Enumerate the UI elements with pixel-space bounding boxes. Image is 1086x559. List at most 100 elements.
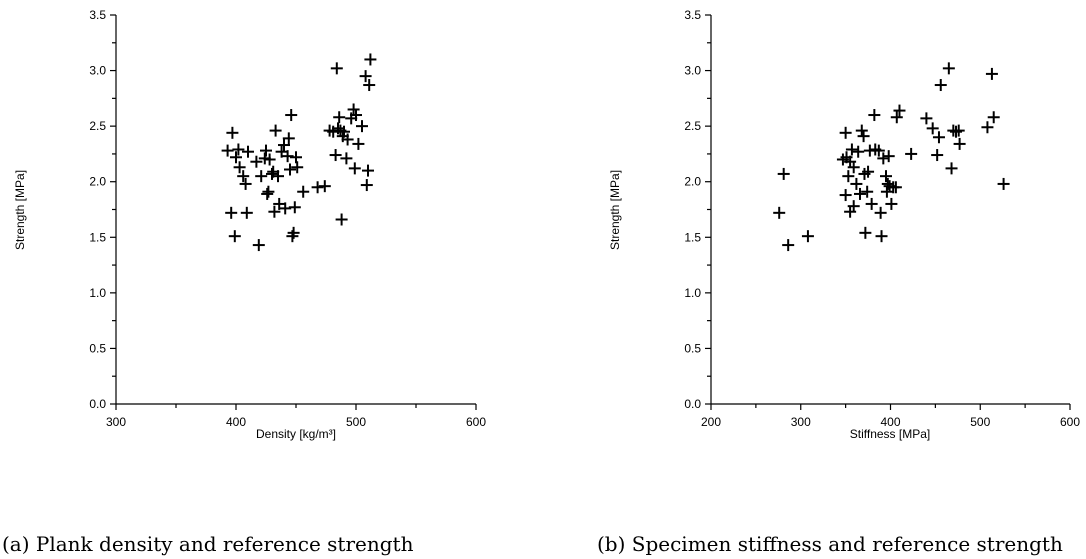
data-point [263, 153, 276, 166]
x-tick-label: 300 [106, 415, 126, 429]
data-point [845, 143, 858, 156]
data-point [363, 79, 376, 92]
data-point [889, 181, 902, 194]
data-point [240, 206, 253, 219]
data-point [278, 139, 290, 152]
y-tick-label: 0.0 [89, 397, 106, 411]
y-tick-label: 2.0 [89, 175, 106, 189]
x-tick-label: 600 [466, 415, 486, 429]
data-point [261, 187, 274, 200]
data-point [279, 202, 292, 215]
data-point [875, 230, 888, 243]
data-point [297, 185, 310, 198]
data-point [877, 152, 890, 165]
y-tick-label: 3.5 [89, 8, 106, 22]
data-point [311, 181, 324, 194]
data-point [232, 143, 245, 156]
data-point [290, 151, 302, 164]
data-point [932, 131, 945, 144]
ticks: 200 300 400 500 600 0.0 0.5 1.0 1.5 2.0 2.5 3.0 3.5 [684, 8, 1080, 429]
data-point [356, 120, 368, 133]
data-point [347, 103, 360, 116]
data-point [853, 187, 866, 200]
data-point [318, 180, 331, 193]
y-tick-label: 1.5 [684, 230, 701, 244]
data-point [861, 185, 874, 198]
data-point [272, 170, 284, 183]
data-point [360, 179, 373, 192]
data-point [934, 79, 947, 92]
data-point [362, 164, 374, 177]
data-point [341, 133, 354, 146]
markers [221, 53, 377, 252]
data-point [859, 226, 872, 239]
data-point [857, 130, 870, 143]
data-point [288, 201, 301, 214]
data-point [926, 122, 939, 135]
data-point [985, 67, 998, 80]
x-axis-title: Density [kg/m³] [256, 427, 336, 441]
y-tick-label: 3.5 [684, 8, 701, 22]
data-point [221, 144, 234, 157]
data-point [953, 137, 966, 150]
data-point [329, 149, 342, 162]
y-tick-label: 3.0 [89, 64, 106, 78]
data-point [239, 177, 252, 190]
data-point [874, 206, 887, 219]
caption-b: (b) Specimen stiffness and reference str… [597, 532, 1063, 556]
data-point [268, 205, 281, 218]
data-point [287, 226, 300, 239]
data-point [773, 206, 786, 219]
data-point [348, 162, 361, 175]
data-point [352, 137, 365, 150]
data-point [862, 165, 875, 178]
data-point [330, 62, 343, 75]
data-point [225, 206, 238, 219]
y-tick-label: 2.0 [684, 175, 701, 189]
x-tick-label: 600 [1060, 415, 1080, 429]
data-point [839, 189, 852, 202]
data-point [847, 161, 860, 174]
x-tick-label: 500 [346, 415, 366, 429]
data-point [842, 170, 855, 183]
x-tick-label: 300 [791, 415, 811, 429]
data-point [882, 150, 895, 163]
data-point [950, 125, 963, 138]
data-point [801, 230, 814, 243]
y-tick-label: 1.0 [684, 286, 701, 300]
data-point [880, 170, 893, 183]
caption-a: (a) Plank density and reference strength [2, 532, 414, 556]
plot-density-vs-strength: 300 400 500 600 0.0 0.5 1.0 1.5 2.0 2.5 3.0 3.5 Den… [2, 8, 486, 556]
data-point [233, 161, 246, 174]
data-point [266, 167, 278, 180]
markers [773, 62, 1010, 252]
y-tick-label: 0.0 [684, 397, 701, 411]
data-point [782, 239, 795, 252]
x-tick-label: 400 [880, 415, 900, 429]
y-axis-title: Strength [MPa] [13, 170, 27, 250]
data-point [285, 109, 298, 122]
data-point [855, 124, 868, 137]
data-point [942, 62, 955, 75]
data-point [230, 151, 242, 164]
ticks: 300 400 500 600 0.0 0.5 1.0 1.5 2.0 2.5 3.0 3.5 [89, 8, 486, 429]
data-point [291, 161, 304, 174]
data-point [335, 213, 348, 226]
data-point [997, 177, 1010, 190]
y-tick-label: 2.5 [684, 119, 701, 133]
data-point [281, 150, 294, 163]
data-point [282, 132, 295, 145]
data-point [865, 197, 878, 210]
data-point [931, 149, 944, 162]
data-point [242, 145, 254, 158]
data-point [250, 155, 263, 168]
data-point [868, 109, 881, 122]
x-tick-label: 500 [970, 415, 990, 429]
data-point [920, 112, 933, 125]
data-point [987, 111, 1000, 124]
data-point [850, 177, 863, 190]
y-tick-label: 0.5 [684, 341, 701, 355]
data-point [359, 70, 372, 83]
data-point [284, 163, 296, 176]
